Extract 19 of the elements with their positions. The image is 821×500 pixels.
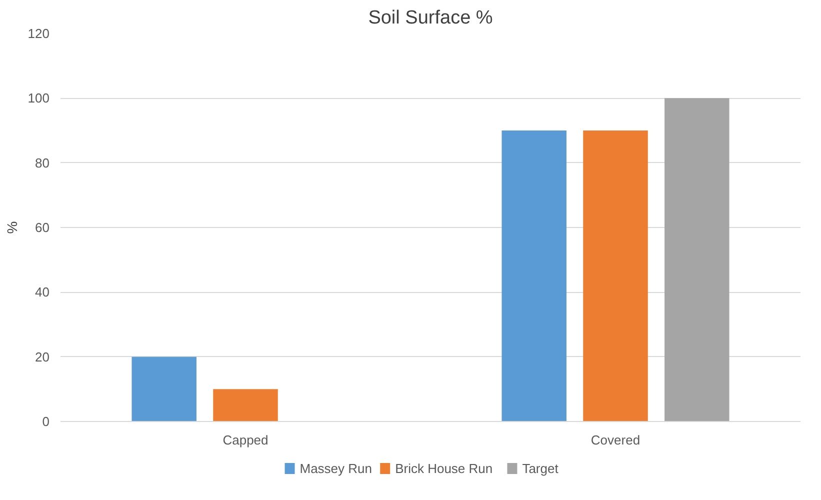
y-tick-label: 20	[35, 349, 50, 364]
bar	[583, 130, 648, 422]
x-tick-label: Covered	[590, 432, 640, 448]
bar	[213, 389, 278, 422]
legend-label: Massey Run	[300, 461, 372, 476]
y-tick-label: 60	[35, 220, 50, 235]
y-tick-label: 40	[35, 284, 50, 300]
y-tick-label: 120	[28, 26, 50, 41]
x-tick-label: Capped	[222, 432, 268, 448]
y-tick-label: 80	[35, 155, 50, 170]
y-tick-label: 100	[28, 90, 50, 106]
bar	[502, 130, 566, 422]
y-axis-title: %	[4, 221, 20, 234]
bar	[132, 356, 196, 422]
chart-title: Soil Surface %	[368, 8, 493, 28]
y-tick-label: 0	[42, 414, 50, 429]
bar	[664, 98, 730, 422]
legend-label: Target	[522, 461, 559, 476]
legend-label: Brick House Run	[395, 461, 493, 476]
